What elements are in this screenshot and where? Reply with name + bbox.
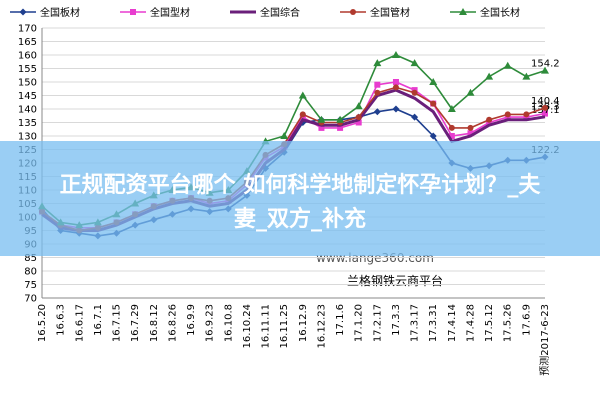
x-tick-label: 16.12.23 <box>316 304 327 349</box>
x-tick-label: 17.6.9 <box>521 304 532 336</box>
marker <box>429 78 438 85</box>
marker <box>392 79 399 85</box>
x-tick-label: 17.1.20 <box>354 304 365 342</box>
y-tick-label: 85 <box>24 253 37 264</box>
legend-label: 全国综合 <box>260 6 300 19</box>
x-tick-label: 16.11.11 <box>261 304 272 349</box>
marker <box>411 89 418 96</box>
marker <box>130 9 136 15</box>
marker <box>355 114 362 121</box>
y-tick-label: 150 <box>18 78 37 89</box>
marker <box>350 9 356 15</box>
marker <box>317 115 326 123</box>
legend-label: 全国型材 <box>150 6 190 19</box>
end-label: 140.4 <box>531 96 560 107</box>
marker <box>448 124 455 131</box>
y-tick-label: 75 <box>24 280 37 291</box>
x-tick-label: 16.7.15 <box>112 304 123 342</box>
x-tick-label: 17.5.12 <box>484 304 495 342</box>
x-tick-label: 16.6.3 <box>56 304 67 336</box>
marker <box>503 61 512 69</box>
x-tick-label: 16.12.9 <box>298 304 309 342</box>
marker <box>448 133 455 139</box>
source: 兰格钢铁云商平台 <box>347 273 443 288</box>
y-tick-label: 160 <box>18 51 37 62</box>
legend-label: 全国板材 <box>40 6 80 19</box>
marker <box>299 111 306 118</box>
y-tick-label: 145 <box>18 91 37 102</box>
marker <box>318 124 325 131</box>
marker <box>391 51 400 58</box>
marker <box>523 111 530 118</box>
marker <box>373 108 381 116</box>
y-tick-label: 165 <box>18 37 37 48</box>
legend-label: 全国长材 <box>480 6 520 19</box>
y-tick-label: 170 <box>18 24 37 35</box>
marker <box>374 81 381 88</box>
x-tick-label: 16.9.9 <box>186 304 197 336</box>
marker <box>336 115 345 123</box>
marker <box>392 105 400 113</box>
marker <box>354 102 363 110</box>
marker <box>485 72 494 80</box>
marker <box>337 124 344 131</box>
x-tick-label: 16.10.24 <box>242 304 253 349</box>
marker <box>459 8 467 15</box>
marker <box>466 88 475 96</box>
x-tick-label: 16.10.8 <box>223 304 234 342</box>
marker <box>298 91 307 99</box>
x-tick-label: 17.5.26 <box>503 304 514 342</box>
y-tick-label: 140 <box>18 105 37 116</box>
marker <box>542 104 548 111</box>
y-tick-label: 80 <box>24 267 37 278</box>
x-tick-label: 16.7.1 <box>93 304 104 336</box>
marker <box>430 100 437 107</box>
marker <box>447 105 456 112</box>
x-tick-label: 17.3.31 <box>428 304 439 342</box>
x-tick-label: 16.9.23 <box>205 304 216 342</box>
y-tick-label: 135 <box>18 118 37 129</box>
marker <box>429 132 437 140</box>
banner-text: 正规配资平台哪个 如何科学地制定怀孕计划？_夫妻_双方_补充 <box>60 172 542 232</box>
banner <box>0 141 600 256</box>
x-tick-label: 17.3.17 <box>410 304 421 342</box>
y-tick-label: 130 <box>18 132 37 143</box>
x-tick-label: 17.4.28 <box>465 304 476 342</box>
x-tick-label: 16.8.26 <box>167 304 178 342</box>
marker <box>19 8 27 16</box>
marker <box>392 84 399 91</box>
marker <box>355 119 362 126</box>
x-tick-label: 16.8.12 <box>149 304 160 342</box>
marker <box>280 132 289 139</box>
marker <box>374 89 381 96</box>
y-tick-label: 70 <box>24 294 37 305</box>
x-tick-label: 16.7.29 <box>130 304 141 342</box>
marker <box>467 130 474 137</box>
legend-label: 全国管材 <box>370 6 410 19</box>
marker <box>541 66 549 74</box>
x-tick-label: 16.5.20 <box>37 304 48 342</box>
marker <box>373 59 382 67</box>
x-tick-label: 17.3.3 <box>391 304 402 336</box>
x-tick-label: 预测2017-6-23 <box>538 304 551 376</box>
marker <box>486 116 493 123</box>
marker <box>504 111 511 118</box>
y-tick-label: 155 <box>18 64 37 75</box>
x-tick-label: 16.6.17 <box>74 304 85 342</box>
x-tick-label: 17.1.6 <box>335 304 346 336</box>
marker <box>410 59 419 67</box>
marker <box>542 110 548 117</box>
marker <box>522 72 531 80</box>
marker <box>467 124 474 131</box>
x-tick-label: 17.2.17 <box>372 304 383 342</box>
end-label: 154.2 <box>531 59 560 70</box>
x-tick-label: 17.4.14 <box>447 304 458 342</box>
x-tick-label: 16.11.25 <box>279 304 290 349</box>
marker <box>411 113 419 121</box>
